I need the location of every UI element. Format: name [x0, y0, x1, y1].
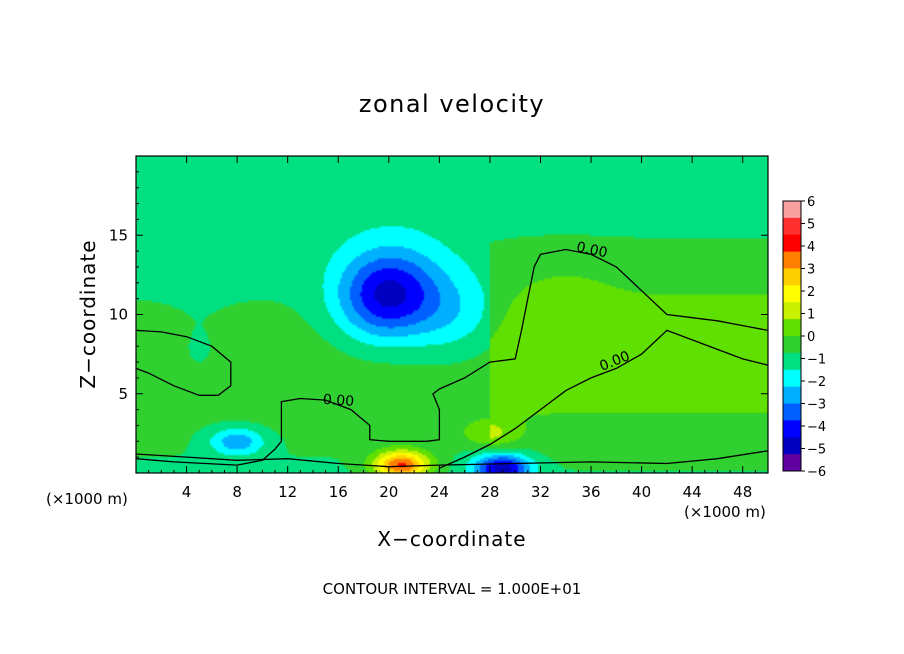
colorbar-tick-label: −2: [807, 375, 826, 390]
colorbar-swatch: [783, 454, 801, 472]
colorbar-tick-label: −1: [807, 353, 826, 368]
colorbar-tick-label: −6: [807, 465, 826, 480]
colorbar-swatch: [783, 386, 801, 404]
colorbar-swatch: [783, 352, 801, 371]
x-unit-left: (×1000 m): [46, 490, 128, 508]
colorbar-swatch: [783, 319, 801, 337]
colorbar-swatch: [783, 336, 801, 354]
colorbar-swatch: [783, 268, 801, 286]
x-axis-label: X−coordinate: [377, 527, 526, 551]
x-tick-label: 20: [379, 483, 398, 501]
colorbar-swatch: [783, 285, 801, 303]
colorbar-tick-label: 5: [807, 218, 815, 233]
colorbar-swatch: [783, 302, 801, 320]
x-tick-label: 16: [329, 483, 348, 501]
colorbar-swatch: [783, 437, 801, 455]
colorbar-tick-label: −5: [807, 443, 826, 458]
x-tick-label: 32: [531, 483, 550, 501]
colorbar-swatch: [783, 403, 801, 421]
x-tick-label: 28: [480, 483, 499, 501]
colorbar-swatch: [783, 420, 801, 438]
contour-line: [439, 329, 768, 469]
y-tick-label: 5: [118, 385, 128, 403]
x-tick-label: 4: [182, 483, 192, 501]
colorbar: 6 5 4 3 2 1 0 −1 −2 −3 −4 −5 −6: [782, 195, 826, 480]
colorbar-tick-label: −4: [807, 420, 826, 435]
contour-label: 0.00: [322, 392, 354, 410]
colorbar-tick-label: 1: [807, 308, 815, 323]
colorbar-swatch: [783, 234, 801, 253]
y-axis: 5 10 15: [109, 171, 768, 458]
contour-line: [136, 248, 768, 466]
y-tick-label: 15: [109, 226, 128, 244]
x-tick-label: 40: [632, 483, 651, 501]
x-tick-label: 36: [581, 483, 600, 501]
x-tick-label: 24: [430, 483, 449, 501]
colorbar-tick-label: −3: [807, 398, 826, 413]
y-axis-label: Z−coordinate: [76, 239, 100, 388]
x-unit-right: (×1000 m): [684, 503, 766, 521]
x-tick-label: 8: [232, 483, 242, 501]
colorbar-tick-label: 6: [807, 195, 815, 210]
colorbar-swatch: [783, 369, 801, 388]
colorbar-tick-label: 4: [807, 240, 815, 255]
contour-label: 0.00: [575, 239, 609, 261]
colorbar-tick-label: 2: [807, 285, 815, 300]
chart-title: zonal velocity: [359, 90, 545, 118]
x-tick-label: 44: [683, 483, 702, 501]
contour-line: [136, 450, 768, 468]
y-tick-label: 10: [109, 306, 128, 324]
contour-line: [136, 329, 232, 396]
contour-lines: [136, 248, 768, 469]
velocity-field: [136, 156, 768, 473]
contour-interval-note: CONTOUR INTERVAL = 1.000E+01: [323, 580, 582, 598]
colorbar-tick-label: 0: [807, 330, 815, 345]
x-axis: 4 8 12 16 20 24 28 32 36 40 44 48: [148, 156, 756, 501]
x-tick-label: 48: [733, 483, 752, 501]
colorbar-swatch: [783, 251, 801, 269]
colorbar-tick-label: 3: [807, 263, 815, 278]
x-tick-label: 12: [278, 483, 297, 501]
colorbar-swatch: [783, 217, 801, 236]
colorbar-swatch: [783, 201, 801, 219]
